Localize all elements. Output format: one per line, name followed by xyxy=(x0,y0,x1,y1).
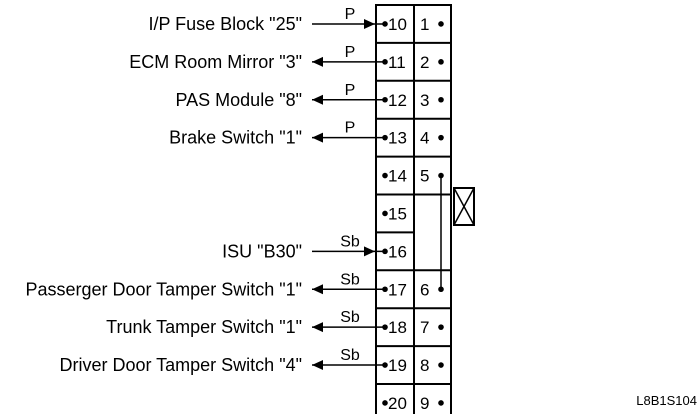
pin-dot xyxy=(438,134,444,141)
wire-color: P xyxy=(345,44,356,61)
wire-color: Sb xyxy=(340,233,360,250)
pin-dot xyxy=(438,362,444,368)
diagram-code: L8B1S104 xyxy=(636,393,697,408)
wire-color: P xyxy=(345,82,356,99)
wire-color: P xyxy=(345,120,356,137)
circuit-10: I/P Fuse Block "25" P xyxy=(148,6,385,34)
circuit-label: PAS Module "8" xyxy=(175,90,302,110)
circuit-18: Trunk Tamper Switch "1" Sb xyxy=(106,309,385,337)
lock-cross xyxy=(453,187,475,226)
circuit-16: ISU "B30" Sb xyxy=(222,233,385,261)
circuit-list: I/P Fuse Block "25" P ECM Room Mirror "3" P… xyxy=(25,6,385,375)
circuit-label: ISU "B30" xyxy=(222,241,302,261)
arrow-out-icon xyxy=(312,94,323,105)
pin-dot xyxy=(382,172,388,179)
pin-number: 12 xyxy=(388,91,407,110)
arrow-out-icon xyxy=(312,284,323,295)
pin-dot xyxy=(438,400,444,406)
connector-lock-icon xyxy=(453,187,475,226)
pin-number: 5 xyxy=(420,167,429,186)
pin-number: 19 xyxy=(388,356,407,375)
pin-dot xyxy=(438,21,444,27)
pin-number: 14 xyxy=(388,167,407,186)
circuit-label: Brake Switch "1" xyxy=(169,128,302,148)
pin-number: 2 xyxy=(420,53,429,72)
circuit-12: PAS Module "8" P xyxy=(175,82,385,110)
pin-dot xyxy=(438,324,444,330)
pin-number: 4 xyxy=(420,129,429,148)
pin-number: 11 xyxy=(388,53,406,72)
wire-color: Sb xyxy=(340,271,360,288)
pin-number: 9 xyxy=(420,394,429,413)
pin-number: 18 xyxy=(388,318,407,337)
circuit-label: Trunk Tamper Switch "1" xyxy=(106,317,302,337)
pin-dot xyxy=(382,400,388,406)
pin-number: 17 xyxy=(388,280,407,299)
pin-number: 8 xyxy=(420,356,429,375)
circuit-label: Passerger Door Tamper Switch "1" xyxy=(25,279,302,299)
circuit-11: ECM Room Mirror "3" P xyxy=(129,44,385,72)
arrow-in-icon xyxy=(364,18,375,29)
circuit-label: ECM Room Mirror "3" xyxy=(129,52,302,72)
pin-dot xyxy=(438,96,444,103)
wire-color: Sb xyxy=(340,309,360,326)
circuit-17: Passerger Door Tamper Switch "1" Sb xyxy=(25,271,385,299)
wire-color: P xyxy=(345,6,356,23)
pin-number: 3 xyxy=(420,91,429,110)
circuit-label: I/P Fuse Block "25" xyxy=(148,14,302,34)
arrow-in-icon xyxy=(364,246,375,257)
pin-number: 13 xyxy=(388,129,407,148)
pin-dot xyxy=(382,210,388,217)
circuit-13: Brake Switch "1" P xyxy=(169,120,385,148)
pin-number: 16 xyxy=(388,242,407,261)
pin-dot xyxy=(438,59,444,65)
pin-number: 15 xyxy=(388,204,407,223)
pin-number: 7 xyxy=(420,318,429,337)
pin-number: 10 xyxy=(388,15,407,34)
arrow-out-icon xyxy=(312,360,323,371)
circuit-label: Driver Door Tamper Switch "4" xyxy=(59,355,302,375)
circuit-19: Driver Door Tamper Switch "4" Sb xyxy=(59,347,385,375)
pin-number: 20 xyxy=(388,394,407,413)
arrow-out-icon xyxy=(312,132,323,143)
arrow-out-icon xyxy=(312,56,323,67)
pin-number: 1 xyxy=(420,15,429,34)
wire-color: Sb xyxy=(340,347,360,364)
arrow-out-icon xyxy=(312,322,323,333)
pin-number: 6 xyxy=(420,280,429,299)
